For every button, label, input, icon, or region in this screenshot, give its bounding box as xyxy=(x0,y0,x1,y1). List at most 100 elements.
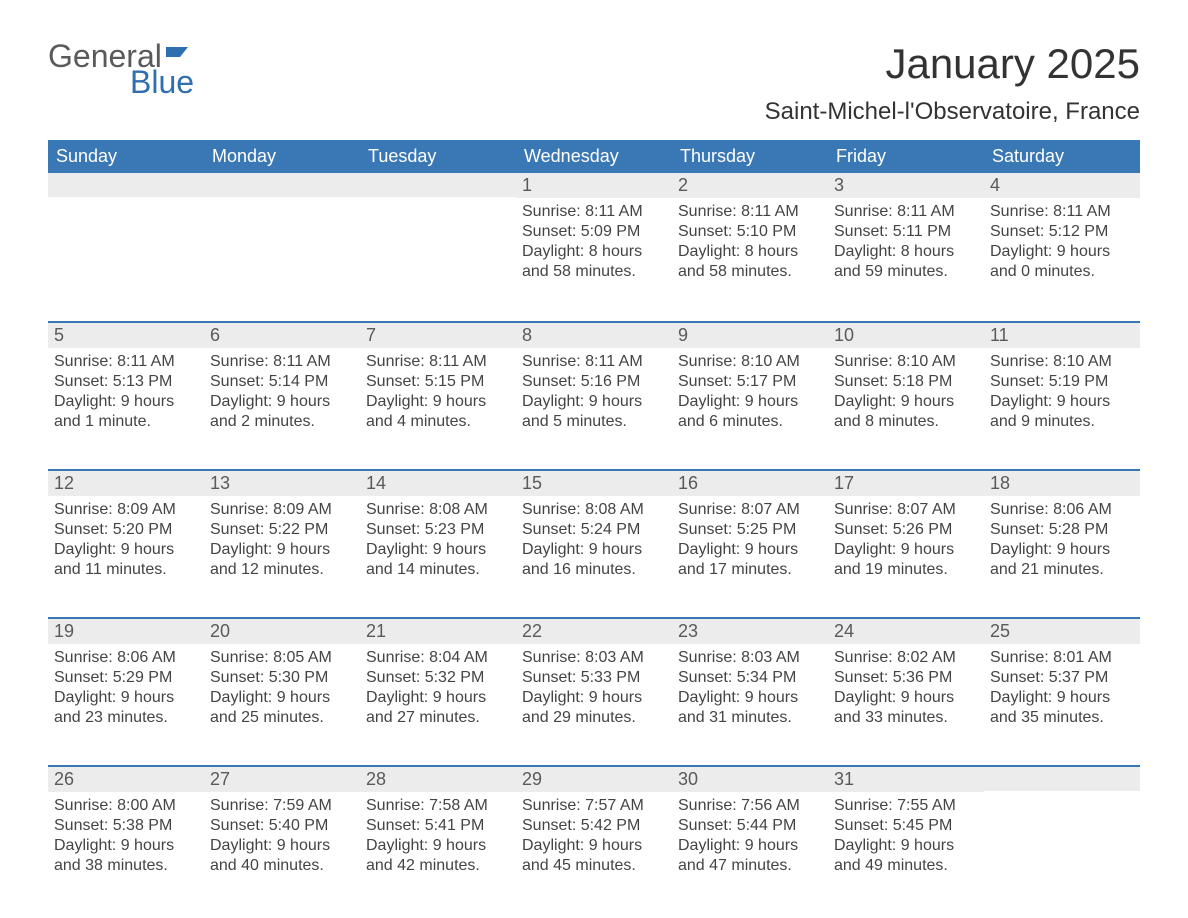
daylight-line-1: Daylight: 9 hours xyxy=(990,392,1134,412)
daylight-line-1: Daylight: 9 hours xyxy=(522,836,666,856)
sunrise-text: Sunrise: 8:09 AM xyxy=(54,500,198,520)
daylight-line-1: Daylight: 9 hours xyxy=(834,392,978,412)
sunrise-text: Sunrise: 8:11 AM xyxy=(210,352,354,372)
day-cell xyxy=(204,173,360,321)
page-title: January 2025 xyxy=(765,40,1140,88)
sunrise-text: Sunrise: 8:06 AM xyxy=(990,500,1134,520)
day-number: 13 xyxy=(204,471,360,496)
daylight-line-1: Daylight: 9 hours xyxy=(366,836,510,856)
day-body: Sunrise: 8:11 AMSunset: 5:12 PMDaylight:… xyxy=(984,198,1140,290)
sunset-text: Sunset: 5:45 PM xyxy=(834,816,978,836)
daylight-line-1: Daylight: 9 hours xyxy=(678,540,822,560)
day-number: 23 xyxy=(672,619,828,644)
day-number: 22 xyxy=(516,619,672,644)
day-body: Sunrise: 8:01 AMSunset: 5:37 PMDaylight:… xyxy=(984,644,1140,736)
day-number: 9 xyxy=(672,323,828,348)
daylight-line-2: and 47 minutes. xyxy=(678,856,822,876)
sunset-text: Sunset: 5:15 PM xyxy=(366,372,510,392)
day-number: 5 xyxy=(48,323,204,348)
daylight-line-1: Daylight: 9 hours xyxy=(678,688,822,708)
day-body xyxy=(204,197,360,209)
sunrise-text: Sunrise: 8:02 AM xyxy=(834,648,978,668)
week-row: 1Sunrise: 8:11 AMSunset: 5:09 PMDaylight… xyxy=(48,173,1140,321)
daylight-line-2: and 58 minutes. xyxy=(678,262,822,282)
sunset-text: Sunset: 5:44 PM xyxy=(678,816,822,836)
day-cell: 16Sunrise: 8:07 AMSunset: 5:25 PMDayligh… xyxy=(672,471,828,617)
daylight-line-2: and 14 minutes. xyxy=(366,560,510,580)
daylight-line-2: and 40 minutes. xyxy=(210,856,354,876)
daylight-line-1: Daylight: 9 hours xyxy=(366,688,510,708)
day-body: Sunrise: 7:55 AMSunset: 5:45 PMDaylight:… xyxy=(828,792,984,884)
sunset-text: Sunset: 5:11 PM xyxy=(834,222,978,242)
daylight-line-1: Daylight: 9 hours xyxy=(834,688,978,708)
daylight-line-2: and 2 minutes. xyxy=(210,412,354,432)
day-body: Sunrise: 8:11 AMSunset: 5:10 PMDaylight:… xyxy=(672,198,828,290)
daylight-line-1: Daylight: 9 hours xyxy=(834,836,978,856)
day-number: 21 xyxy=(360,619,516,644)
sunrise-text: Sunrise: 7:57 AM xyxy=(522,796,666,816)
day-body: Sunrise: 8:08 AMSunset: 5:23 PMDaylight:… xyxy=(360,496,516,588)
daylight-line-1: Daylight: 9 hours xyxy=(522,688,666,708)
weekday-header-row: Sunday Monday Tuesday Wednesday Thursday… xyxy=(48,140,1140,173)
day-cell: 4Sunrise: 8:11 AMSunset: 5:12 PMDaylight… xyxy=(984,173,1140,321)
day-body xyxy=(360,197,516,209)
daylight-line-1: Daylight: 9 hours xyxy=(210,392,354,412)
daylight-line-1: Daylight: 9 hours xyxy=(54,836,198,856)
day-cell: 29Sunrise: 7:57 AMSunset: 5:42 PMDayligh… xyxy=(516,767,672,913)
day-body: Sunrise: 8:08 AMSunset: 5:24 PMDaylight:… xyxy=(516,496,672,588)
week-row: 26Sunrise: 8:00 AMSunset: 5:38 PMDayligh… xyxy=(48,765,1140,913)
daylight-line-1: Daylight: 9 hours xyxy=(366,392,510,412)
sunrise-text: Sunrise: 8:11 AM xyxy=(54,352,198,372)
daylight-line-2: and 17 minutes. xyxy=(678,560,822,580)
day-cell: 17Sunrise: 8:07 AMSunset: 5:26 PMDayligh… xyxy=(828,471,984,617)
day-number: 10 xyxy=(828,323,984,348)
sunset-text: Sunset: 5:40 PM xyxy=(210,816,354,836)
daylight-line-1: Daylight: 9 hours xyxy=(834,540,978,560)
daylight-line-1: Daylight: 8 hours xyxy=(678,242,822,262)
sunrise-text: Sunrise: 8:11 AM xyxy=(522,202,666,222)
day-body: Sunrise: 8:03 AMSunset: 5:34 PMDaylight:… xyxy=(672,644,828,736)
sunset-text: Sunset: 5:34 PM xyxy=(678,668,822,688)
daylight-line-2: and 29 minutes. xyxy=(522,708,666,728)
day-cell: 13Sunrise: 8:09 AMSunset: 5:22 PMDayligh… xyxy=(204,471,360,617)
day-body: Sunrise: 8:10 AMSunset: 5:19 PMDaylight:… xyxy=(984,348,1140,440)
day-number: 12 xyxy=(48,471,204,496)
day-body: Sunrise: 7:59 AMSunset: 5:40 PMDaylight:… xyxy=(204,792,360,884)
sunset-text: Sunset: 5:32 PM xyxy=(366,668,510,688)
day-body: Sunrise: 8:11 AMSunset: 5:15 PMDaylight:… xyxy=(360,348,516,440)
day-body: Sunrise: 8:11 AMSunset: 5:13 PMDaylight:… xyxy=(48,348,204,440)
day-number: 15 xyxy=(516,471,672,496)
day-body: Sunrise: 7:57 AMSunset: 5:42 PMDaylight:… xyxy=(516,792,672,884)
daylight-line-1: Daylight: 9 hours xyxy=(54,540,198,560)
daylight-line-2: and 5 minutes. xyxy=(522,412,666,432)
day-number: 31 xyxy=(828,767,984,792)
day-number: 30 xyxy=(672,767,828,792)
day-number: 16 xyxy=(672,471,828,496)
day-cell: 27Sunrise: 7:59 AMSunset: 5:40 PMDayligh… xyxy=(204,767,360,913)
sunrise-text: Sunrise: 8:11 AM xyxy=(834,202,978,222)
day-number: 26 xyxy=(48,767,204,792)
day-body: Sunrise: 8:09 AMSunset: 5:22 PMDaylight:… xyxy=(204,496,360,588)
weekday-header: Monday xyxy=(204,140,360,173)
day-number xyxy=(204,173,360,197)
day-body: Sunrise: 8:11 AMSunset: 5:16 PMDaylight:… xyxy=(516,348,672,440)
daylight-line-2: and 23 minutes. xyxy=(54,708,198,728)
day-cell: 25Sunrise: 8:01 AMSunset: 5:37 PMDayligh… xyxy=(984,619,1140,765)
sunrise-text: Sunrise: 8:01 AM xyxy=(990,648,1134,668)
day-cell: 24Sunrise: 8:02 AMSunset: 5:36 PMDayligh… xyxy=(828,619,984,765)
daylight-line-2: and 19 minutes. xyxy=(834,560,978,580)
day-body: Sunrise: 8:03 AMSunset: 5:33 PMDaylight:… xyxy=(516,644,672,736)
weekday-header: Thursday xyxy=(672,140,828,173)
day-number: 4 xyxy=(984,173,1140,198)
daylight-line-1: Daylight: 8 hours xyxy=(522,242,666,262)
day-cell xyxy=(48,173,204,321)
weekday-header: Friday xyxy=(828,140,984,173)
sunset-text: Sunset: 5:41 PM xyxy=(366,816,510,836)
day-cell: 1Sunrise: 8:11 AMSunset: 5:09 PMDaylight… xyxy=(516,173,672,321)
sunset-text: Sunset: 5:13 PM xyxy=(54,372,198,392)
logo: General Blue xyxy=(48,40,200,98)
daylight-line-2: and 42 minutes. xyxy=(366,856,510,876)
day-body: Sunrise: 8:09 AMSunset: 5:20 PMDaylight:… xyxy=(48,496,204,588)
sunset-text: Sunset: 5:33 PM xyxy=(522,668,666,688)
day-body: Sunrise: 8:07 AMSunset: 5:25 PMDaylight:… xyxy=(672,496,828,588)
